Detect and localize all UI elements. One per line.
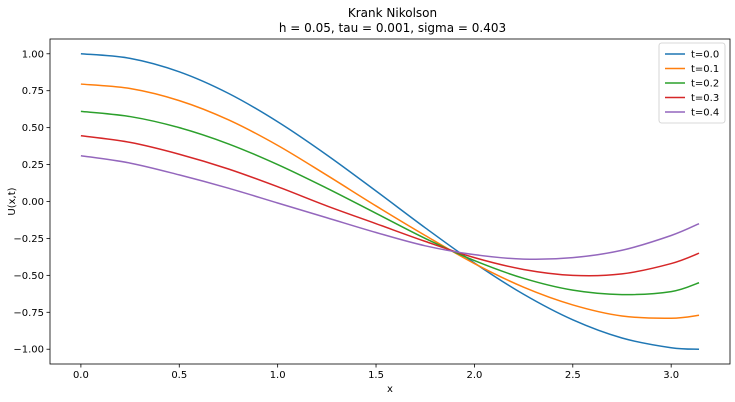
chart-subtitle: h = 0.05, tau = 0.001, sigma = 0.403 (278, 21, 507, 35)
series-line-0 (80, 53, 700, 350)
y-tick-label: 0.75 (22, 86, 44, 97)
series-line-1 (80, 83, 700, 319)
y-tick-label: −1.00 (13, 345, 44, 356)
series-line-3 (80, 135, 700, 277)
y-tick-label: 1.00 (22, 49, 44, 60)
y-tick-label: 0.50 (22, 123, 44, 134)
y-tick-label: 0.25 (22, 160, 44, 171)
x-tick-label: 0.0 (73, 370, 89, 381)
y-tick-label: −0.75 (13, 308, 44, 319)
chart-title: Krank Nikolson (347, 6, 438, 20)
legend-entry-2: t=0.2 (691, 79, 719, 90)
x-tick-label: 2.5 (565, 370, 581, 381)
x-tick-label: 1.5 (368, 370, 384, 381)
legend-entry-1: t=0.1 (691, 64, 719, 75)
x-tick-label: 0.5 (171, 370, 187, 381)
y-tick-label: −0.50 (13, 271, 44, 282)
x-tick-label: 3.0 (663, 370, 679, 381)
x-axis-label: x (387, 384, 393, 395)
y-tick-label: −0.25 (13, 234, 44, 245)
series-line-4 (80, 154, 700, 261)
x-tick-label: 1.0 (270, 370, 286, 381)
legend-entry-0: t=0.0 (691, 50, 719, 61)
legend-box (658, 42, 726, 124)
legend-entry-4: t=0.4 (691, 108, 719, 119)
y-tick-label: 0.00 (22, 197, 44, 208)
legend-entry-3: t=0.3 (691, 93, 719, 104)
series-line-2 (80, 110, 700, 296)
y-axis-label: U(x,t) (7, 187, 18, 215)
x-tick-label: 2.0 (466, 370, 482, 381)
